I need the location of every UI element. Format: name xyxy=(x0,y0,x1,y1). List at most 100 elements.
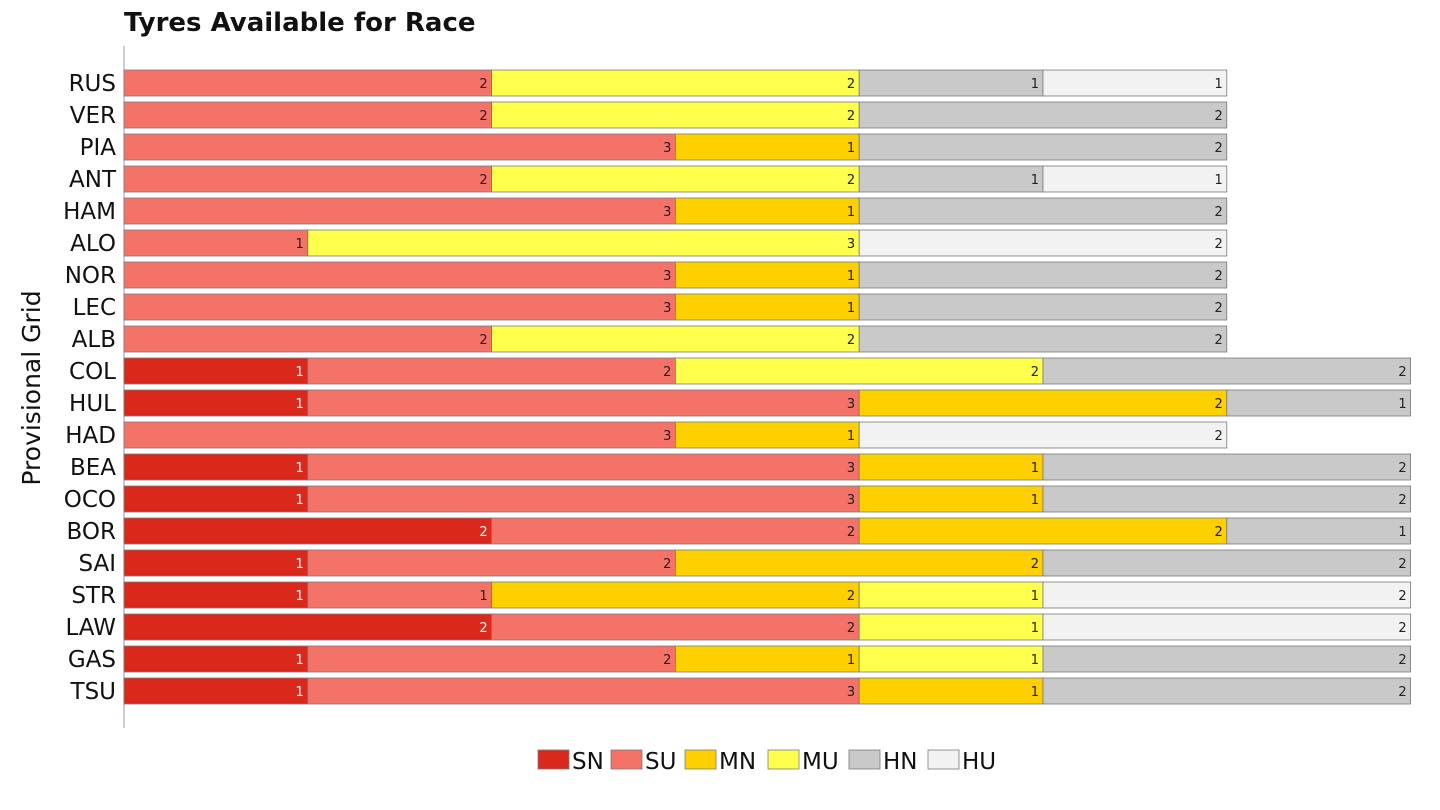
bar-value-label: 2 xyxy=(847,525,855,540)
bar-value-label: 2 xyxy=(1215,269,1223,284)
legend-swatch-su xyxy=(610,749,643,770)
bar-value-label: 3 xyxy=(847,461,855,476)
y-tick-label: OCO xyxy=(64,487,116,513)
legend-label: MN xyxy=(719,749,756,775)
bar-value-label: 1 xyxy=(847,269,855,284)
bar-value-label: 3 xyxy=(663,269,671,284)
bar-segment-hn xyxy=(858,165,1044,193)
bar-value-label: 2 xyxy=(1215,109,1223,124)
bar-segment-mn xyxy=(675,645,860,673)
y-tick-label: VER xyxy=(70,103,116,129)
bar-value-label: 2 xyxy=(663,557,671,572)
bar-value-label: 2 xyxy=(1398,557,1406,572)
y-tick-label: LAW xyxy=(65,615,116,641)
bar-value-label: 2 xyxy=(1215,525,1223,540)
bar-segment-su xyxy=(123,69,493,97)
bar-segment-mu xyxy=(491,325,860,353)
bar-segment-mu xyxy=(858,581,1044,609)
bar-value-label: 1 xyxy=(296,685,304,700)
bar-value-label: 2 xyxy=(663,653,671,668)
bar-value-label: 3 xyxy=(663,429,671,444)
bar-value-label: 3 xyxy=(847,685,855,700)
y-tick-label: HAM xyxy=(63,199,116,225)
legend-label: HU xyxy=(962,749,996,775)
bar-value-label: 1 xyxy=(479,589,487,604)
bar-value-label: 1 xyxy=(1215,77,1223,92)
bar-segment-sn xyxy=(123,613,493,641)
y-tick-label: HAD xyxy=(65,423,116,449)
bar-value-label: 1 xyxy=(1031,589,1039,604)
bar-segment-sn xyxy=(123,645,309,673)
bar-value-label: 3 xyxy=(663,141,671,156)
bar-value-label: 1 xyxy=(1031,461,1039,476)
bar-value-label: 1 xyxy=(1398,525,1406,540)
bar-segment-hn xyxy=(1042,357,1412,385)
legend: SN SU MN MU HN HU xyxy=(537,749,996,775)
bar-value-label: 2 xyxy=(1398,621,1406,636)
bar-value-label: 1 xyxy=(847,653,855,668)
y-tick-label: ANT xyxy=(69,167,117,193)
legend-label: SN xyxy=(572,749,604,775)
y-axis-label: Provisional Grid xyxy=(17,290,46,485)
bar-value-label: 2 xyxy=(847,589,855,604)
bar-segment-mn xyxy=(858,485,1044,513)
y-tick-label: HUL xyxy=(69,391,116,417)
bar-segment-su xyxy=(491,517,860,545)
legend-swatch-mn xyxy=(684,749,717,770)
bar-segment-su xyxy=(123,133,676,161)
y-tick-label: ALO xyxy=(70,231,116,257)
bar-value-label: 1 xyxy=(1031,621,1039,636)
bar-segment-mn xyxy=(675,549,1044,577)
bar-segment-su xyxy=(123,293,676,321)
bar-value-label: 2 xyxy=(479,333,487,348)
bar-value-label: 1 xyxy=(1031,685,1039,700)
bar-value-label: 1 xyxy=(296,365,304,380)
bar-segment-hn xyxy=(1042,677,1412,705)
bar-segment-sn xyxy=(123,357,309,385)
bar-segment-su xyxy=(123,229,309,257)
bar-segment-mn xyxy=(675,293,860,321)
legend-swatch-hu xyxy=(927,749,960,770)
bar-value-label: 2 xyxy=(847,333,855,348)
bar-value-label: 2 xyxy=(1215,301,1223,316)
bar-value-label: 2 xyxy=(1398,589,1406,604)
y-tick-label: ALB xyxy=(72,327,116,353)
bar-value-label: 2 xyxy=(1215,397,1223,412)
bar-value-label: 2 xyxy=(847,621,855,636)
bar-value-label: 3 xyxy=(847,397,855,412)
bar-segment-hn xyxy=(1042,549,1412,577)
bar-segment-mn xyxy=(858,677,1044,705)
bar-segment-mn xyxy=(675,197,860,225)
bar-segment-sn xyxy=(123,389,309,417)
bar-value-label: 2 xyxy=(1215,205,1223,220)
bar-segment-hu xyxy=(1042,613,1412,641)
y-tick-label: LEC xyxy=(73,295,116,321)
bar-segment-hn xyxy=(858,293,1228,321)
bar-segment-mu xyxy=(307,229,860,257)
y-tick-label: BEA xyxy=(70,455,116,481)
bar-segment-hn xyxy=(1042,645,1412,673)
bar-value-label: 1 xyxy=(1031,653,1039,668)
chart-title: Tyres Available for Race xyxy=(124,8,476,38)
bar-segment-sn xyxy=(123,453,309,481)
bar-value-label: 3 xyxy=(663,205,671,220)
bar-segment-su xyxy=(123,421,676,449)
bar-segment-su xyxy=(123,325,493,353)
bar-value-label: 2 xyxy=(479,621,487,636)
bar-segment-hn xyxy=(858,69,1044,97)
bar-value-label: 1 xyxy=(296,557,304,572)
y-tick-label: PIA xyxy=(80,135,117,161)
bar-segment-hn xyxy=(858,325,1228,353)
bar-value-label: 1 xyxy=(296,237,304,252)
legend-label: SU xyxy=(645,749,676,775)
legend-swatch-hn xyxy=(848,749,881,770)
bar-value-label: 1 xyxy=(296,653,304,668)
bar-value-label: 1 xyxy=(1031,173,1039,188)
y-tick-labels: RUS VER PIA ANT HAM ALO NOR LEC ALB COL HUL HAD BEA O… xyxy=(63,71,117,705)
y-tick-label: SAI xyxy=(78,551,116,577)
bar-value-label: 2 xyxy=(1398,653,1406,668)
bar-segment-sn xyxy=(123,549,309,577)
bar-segment-mn xyxy=(858,517,1228,545)
bar-segment-hn xyxy=(1042,485,1412,513)
